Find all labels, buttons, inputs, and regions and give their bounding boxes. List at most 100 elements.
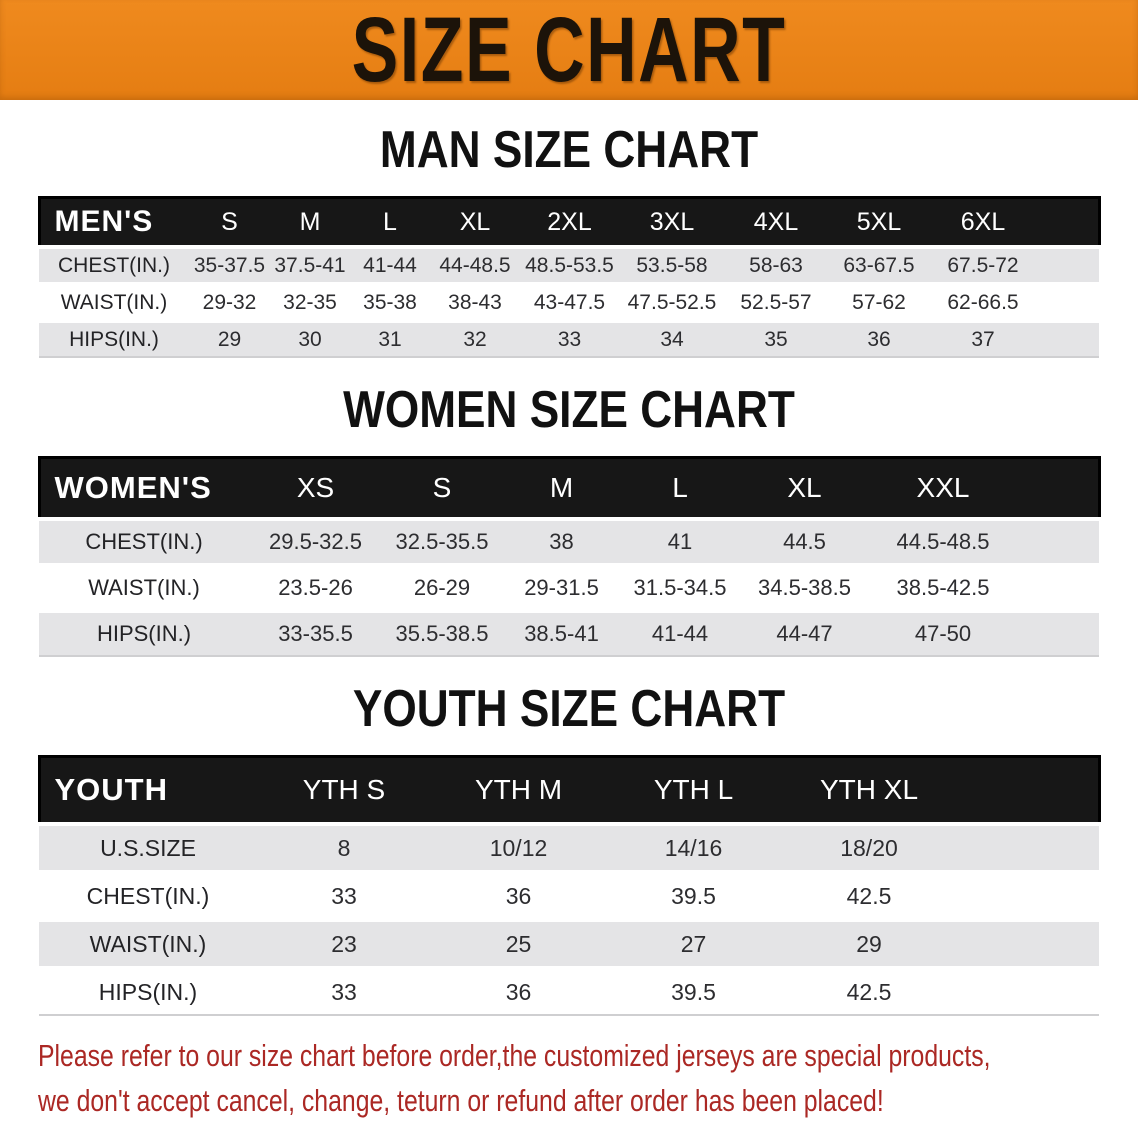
value-cell: 43-47.5 xyxy=(533,290,606,314)
table-header-row: YOUTH YTH S YTH M YTH L YTH XL xyxy=(39,756,1099,824)
row-label-cell: CHEST(IN.) xyxy=(86,882,210,909)
value-cell: 39.5 xyxy=(671,882,716,909)
filler-cell xyxy=(1035,321,1099,357)
measurement-row: HIPS(IN.) 33-35.5 35.5-38.5 38.5-41 41-44 44-… xyxy=(39,611,1099,656)
value-cell: 29 xyxy=(856,930,882,957)
value-cell: 44.5-48.5 xyxy=(896,529,990,554)
value-cell: 23 xyxy=(331,930,357,957)
value-cell: 29 xyxy=(217,327,242,351)
value-cell: 63-67.5 xyxy=(843,253,915,277)
filler-cell xyxy=(957,920,1099,968)
value-cell: 30 xyxy=(298,327,322,351)
measurement-row: U.S.SIZE 8 10/12 14/16 18/20 xyxy=(39,824,1099,872)
value-cell: 29-31.5 xyxy=(524,575,599,600)
value-cell: 36 xyxy=(505,882,532,909)
youth-section-title: YOUTH SIZE CHART xyxy=(352,680,786,738)
value-cell: 35-37.5 xyxy=(193,253,266,277)
measurement-row: WAIST(IN.) 29-32 32-35 35-38 38-43 43-47.5 47.… xyxy=(39,284,1099,321)
value-cell: 38.5-42.5 xyxy=(896,575,990,600)
disclaimer-line-1: Please refer to our size chart before or… xyxy=(38,1038,991,1073)
value-cell: 42.5 xyxy=(846,882,892,909)
value-cell: 26-29 xyxy=(413,575,471,600)
size-column-header: XXL xyxy=(870,457,1016,519)
value-cell: 38 xyxy=(549,529,574,554)
size-column-header: 2XL xyxy=(520,197,619,247)
man-size-section: MAN SIZE CHART MEN'S S M L XL 2XL 3XL 4XL 5XL 6XL… xyxy=(0,124,1138,358)
value-cell: 41 xyxy=(667,529,693,554)
value-cell: 33 xyxy=(331,882,357,909)
size-column-header: 5XL xyxy=(827,197,931,247)
size-column-header: S xyxy=(382,457,502,519)
value-cell: 27 xyxy=(680,930,707,957)
size-column-header: 4XL xyxy=(725,197,827,247)
value-cell: 44-48.5 xyxy=(439,253,511,277)
value-cell: 36 xyxy=(505,978,532,1005)
size-column-header: YTH S xyxy=(257,756,431,824)
women-size-table: WOMEN'S XS S M L XL XXL CHEST(IN.) 29.5-32.5 32.5… xyxy=(38,456,1101,657)
value-cell: 41-44 xyxy=(651,621,709,646)
women-section-title: WOMEN SIZE CHART xyxy=(343,381,795,439)
measurement-row: HIPS(IN.) 33 36 39.5 42.5 xyxy=(39,968,1099,1015)
value-cell: 38.5-41 xyxy=(524,621,599,646)
value-cell: 33 xyxy=(557,327,582,351)
row-label-cell: WAIST(IN.) xyxy=(89,930,207,957)
size-column-header: M xyxy=(502,457,621,519)
measurement-row: CHEST(IN.) 35-37.5 37.5-41 41-44 44-48.5 48.5… xyxy=(39,247,1099,284)
women-size-section: WOMEN SIZE CHART WOMEN'S XS S M L XL XXL CHEST(… xyxy=(0,384,1138,657)
value-cell: 47-50 xyxy=(914,621,972,646)
filler-cell xyxy=(957,968,1099,1015)
filler-cell xyxy=(1035,247,1099,284)
measurement-row: CHEST(IN.) 33 36 39.5 42.5 xyxy=(39,872,1099,920)
row-label-cell: WAIST(IN.) xyxy=(88,575,200,600)
row-label-cell: WAIST(IN.) xyxy=(60,290,168,314)
filler-cell xyxy=(1016,565,1099,611)
disclaimer-line-2: we don't accept cancel, change, teturn o… xyxy=(38,1082,884,1118)
youth-size-table: YOUTH YTH S YTH M YTH L YTH XL U.S.SIZE 8 10/12… xyxy=(38,755,1101,1016)
size-column-header: 3XL xyxy=(619,197,725,247)
measurement-row: WAIST(IN.) 23 25 27 29 xyxy=(39,920,1099,968)
size-column-header: L xyxy=(350,197,430,247)
filler-cell xyxy=(1016,519,1099,565)
row-label-cell: HIPS(IN.) xyxy=(69,327,159,351)
table-title-cell: WOMEN'S xyxy=(39,457,249,519)
value-cell: 29-32 xyxy=(202,290,257,314)
filler-cell xyxy=(1035,284,1099,321)
size-column-header: M xyxy=(270,197,350,247)
filler-cell xyxy=(1016,457,1099,519)
value-cell: 33 xyxy=(331,978,357,1005)
value-cell: 34.5-38.5 xyxy=(758,575,851,600)
size-column-header: XL xyxy=(739,457,870,519)
disclaimer: Please refer to our size chart before or… xyxy=(38,1034,1100,1124)
value-cell: 33-35.5 xyxy=(278,621,353,646)
table-title-cell: YOUTH xyxy=(39,756,257,824)
value-cell: 53.5-58 xyxy=(636,253,708,277)
size-column-header: 6XL xyxy=(931,197,1035,247)
value-cell: 41-44 xyxy=(363,253,417,277)
value-cell: 25 xyxy=(505,930,532,957)
size-column-header: L xyxy=(621,457,739,519)
value-cell: 62-66.5 xyxy=(947,290,1019,314)
value-cell: 44.5 xyxy=(783,529,826,554)
filler-cell xyxy=(1035,197,1099,247)
table-header-row: WOMEN'S XS S M L XL XXL xyxy=(39,457,1099,519)
value-cell: 37 xyxy=(971,327,995,351)
size-column-header: S xyxy=(189,197,270,247)
value-cell: 31 xyxy=(378,327,402,351)
value-cell: 52.5-57 xyxy=(740,290,812,314)
value-cell: 32-35 xyxy=(283,290,337,314)
value-cell: 67.5-72 xyxy=(947,253,1019,277)
size-column-header: YTH M xyxy=(431,756,606,824)
filler-cell xyxy=(957,756,1099,824)
men-size-table: MEN'S S M L XL 2XL 3XL 4XL 5XL 6XL CHEST(IN.) 35-37… xyxy=(38,196,1101,358)
value-cell: 36 xyxy=(867,327,891,351)
row-label-cell: U.S.SIZE xyxy=(100,834,196,861)
filler-cell xyxy=(957,824,1099,872)
value-cell: 23.5-26 xyxy=(278,575,353,600)
size-column-header: YTH XL xyxy=(781,756,957,824)
value-cell: 31.5-34.5 xyxy=(633,575,727,600)
value-cell: 34 xyxy=(660,327,684,351)
banner: SIZE CHART xyxy=(0,0,1138,100)
filler-cell xyxy=(957,872,1099,920)
value-cell: 38-43 xyxy=(448,290,502,314)
table-header-row: MEN'S S M L XL 2XL 3XL 4XL 5XL 6XL xyxy=(39,197,1099,247)
